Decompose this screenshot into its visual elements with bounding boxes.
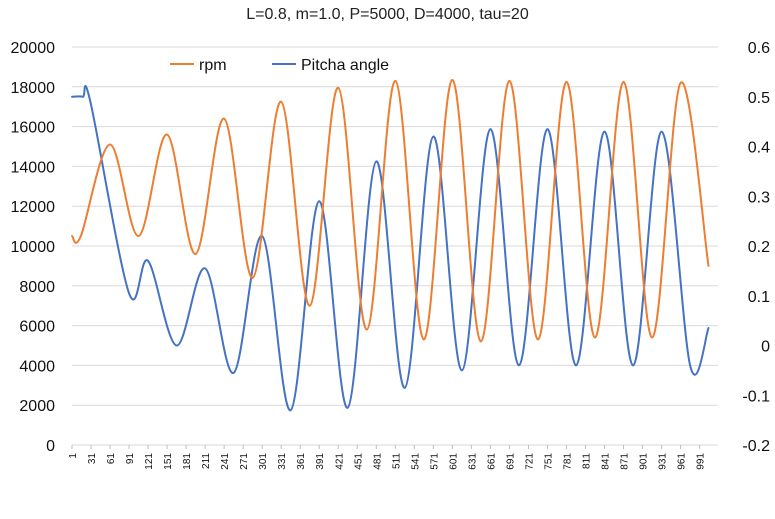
x-tick-label: 61 [106, 453, 117, 465]
x-tick-label: 1 [68, 453, 79, 459]
x-tick-label: 631 [467, 453, 478, 470]
y-left-tick-label: 16000 [11, 120, 56, 137]
legend-label: rpm [199, 57, 227, 74]
legend-label: Pitcha angle [301, 57, 389, 74]
y-right-tick-label: -0.1 [742, 388, 770, 405]
y-right-tick-label: 0.6 [748, 40, 770, 57]
x-tick-label: 871 [620, 453, 631, 470]
x-tick-label: 961 [677, 453, 688, 470]
x-tick-label: 601 [448, 453, 459, 470]
x-tick-label: 751 [543, 453, 554, 470]
y-left-tick-label: 10000 [11, 239, 56, 256]
x-tick-label: 31 [87, 453, 98, 465]
y-left-tick-label: 4000 [19, 358, 55, 375]
y-left-tick-label: 0 [46, 438, 55, 455]
x-tick-label: 571 [429, 453, 440, 470]
x-tick-label: 331 [277, 453, 288, 470]
y-right-tick-label: 0.5 [748, 90, 770, 107]
x-tick-label: 301 [258, 453, 269, 470]
y-right-tick-label: 0 [761, 339, 770, 356]
x-tick-label: 691 [505, 453, 516, 470]
x-tick-label: 841 [601, 453, 612, 470]
x-tick-label: 541 [410, 453, 421, 470]
series-line-pitch-angle [71, 85, 710, 412]
x-tick-label: 511 [391, 453, 402, 469]
x-tick-label: 361 [296, 453, 307, 470]
x-tick-label: 91 [125, 453, 136, 465]
x-tick-label: 271 [239, 453, 250, 470]
y-right-tick-label: -0.2 [742, 438, 770, 455]
x-tick-label: 931 [658, 453, 669, 470]
x-tick-label: 211 [201, 453, 212, 469]
y-left-tick-label: 6000 [19, 319, 55, 336]
x-tick-label: 391 [315, 453, 326, 470]
x-tick-label: 181 [182, 453, 193, 470]
x-tick-label: 151 [163, 453, 174, 470]
x-tick-label: 721 [524, 453, 535, 470]
x-tick-label: 991 [696, 453, 707, 470]
x-tick-label: 901 [639, 453, 650, 470]
y-left-tick-label: 12000 [11, 199, 56, 216]
x-tick-label: 121 [144, 453, 155, 470]
x-tick-label: 661 [486, 453, 497, 470]
y-left-tick-label: 18000 [11, 80, 56, 97]
y-left-tick-label: 2000 [19, 398, 55, 415]
x-tick-label: 481 [372, 453, 383, 470]
y-left-tick-label: 14000 [11, 159, 56, 176]
x-tick-label: 811 [582, 453, 593, 469]
x-tick-label: 781 [562, 453, 573, 470]
y-right-tick-label: 0.4 [748, 140, 770, 157]
y-left-tick-label: 8000 [19, 279, 55, 296]
chart-title: L=0.8, m=1.0, P=5000, D=4000, tau=20 [246, 6, 529, 23]
x-tick-label: 241 [220, 453, 231, 470]
y-left-tick-label: 20000 [11, 40, 56, 57]
x-tick-label: 421 [334, 453, 345, 470]
y-right-tick-label: 0.2 [748, 239, 770, 256]
x-tick-label: 451 [353, 453, 364, 470]
y-right-tick-label: 0.3 [748, 189, 770, 206]
series-line-rpm [71, 78, 710, 343]
y-right-tick-label: 0.1 [748, 289, 770, 306]
